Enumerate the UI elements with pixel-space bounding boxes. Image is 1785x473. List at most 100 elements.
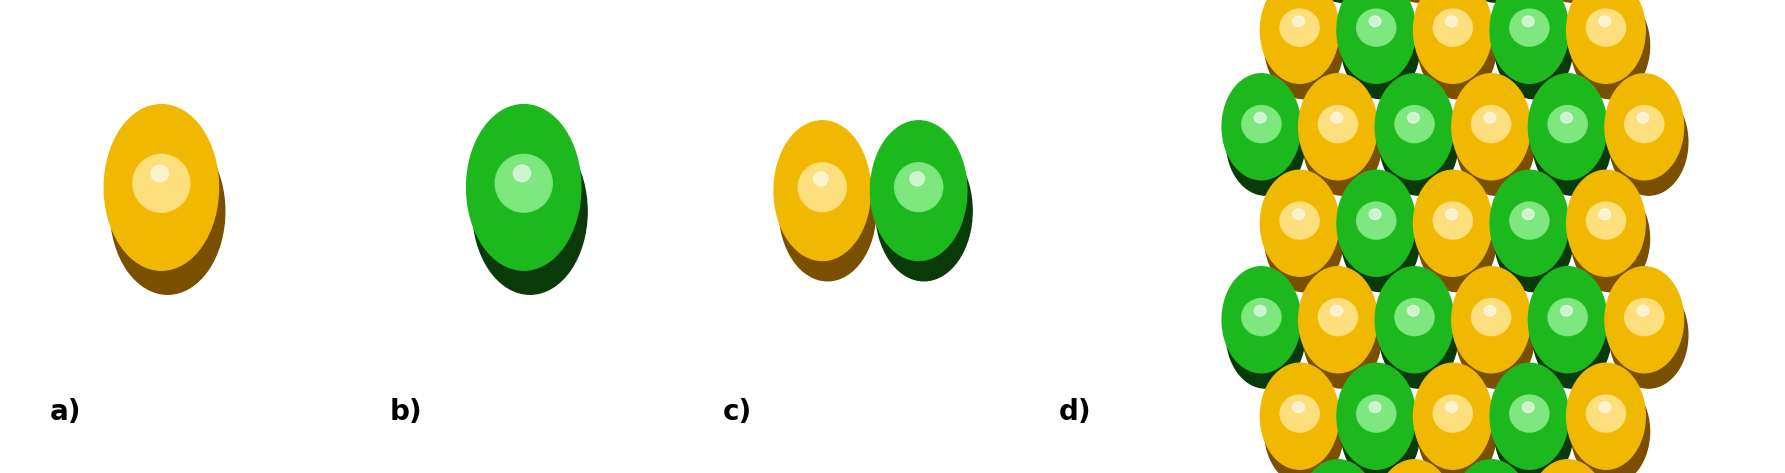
Ellipse shape xyxy=(776,126,868,257)
Ellipse shape xyxy=(1299,74,1378,180)
Ellipse shape xyxy=(1444,213,1460,228)
Ellipse shape xyxy=(1519,411,1542,441)
Ellipse shape xyxy=(1294,30,1308,52)
Ellipse shape xyxy=(1462,284,1521,362)
Ellipse shape xyxy=(1451,74,1530,180)
Ellipse shape xyxy=(1594,215,1619,249)
Ellipse shape xyxy=(1587,395,1626,432)
Ellipse shape xyxy=(1323,307,1355,349)
Ellipse shape xyxy=(1578,382,1635,458)
Ellipse shape xyxy=(1598,406,1614,421)
Ellipse shape xyxy=(1274,1,1326,69)
Ellipse shape xyxy=(1414,328,1419,336)
Ellipse shape xyxy=(1412,325,1421,338)
Ellipse shape xyxy=(1601,225,1615,244)
Ellipse shape xyxy=(1640,130,1653,146)
Ellipse shape xyxy=(1237,292,1287,358)
Ellipse shape xyxy=(1458,277,1524,367)
Ellipse shape xyxy=(1440,210,1464,232)
Ellipse shape xyxy=(1474,304,1510,350)
Ellipse shape xyxy=(1615,283,1674,363)
Ellipse shape xyxy=(1266,0,1333,78)
Ellipse shape xyxy=(1510,395,1551,450)
Ellipse shape xyxy=(1242,298,1282,336)
Ellipse shape xyxy=(1603,410,1610,417)
Ellipse shape xyxy=(1346,378,1407,461)
Ellipse shape xyxy=(1515,211,1546,252)
Ellipse shape xyxy=(1378,272,1451,369)
Ellipse shape xyxy=(1571,0,1640,79)
Ellipse shape xyxy=(1257,321,1271,340)
Ellipse shape xyxy=(1282,398,1319,448)
Ellipse shape xyxy=(1376,462,1453,473)
Ellipse shape xyxy=(1594,17,1617,39)
Ellipse shape xyxy=(1444,19,1462,36)
Ellipse shape xyxy=(150,183,177,223)
Ellipse shape xyxy=(1453,41,1457,45)
Ellipse shape xyxy=(1242,300,1282,353)
Ellipse shape xyxy=(1280,394,1321,451)
Ellipse shape xyxy=(1373,228,1383,241)
Ellipse shape xyxy=(1374,424,1382,433)
Ellipse shape xyxy=(1348,379,1407,460)
Ellipse shape xyxy=(1544,290,1594,359)
Ellipse shape xyxy=(120,131,203,254)
Ellipse shape xyxy=(480,127,569,256)
Ellipse shape xyxy=(1374,460,1453,473)
Ellipse shape xyxy=(1496,372,1564,464)
Ellipse shape xyxy=(141,166,186,233)
Ellipse shape xyxy=(1248,114,1278,156)
Ellipse shape xyxy=(1292,27,1310,53)
Ellipse shape xyxy=(1585,394,1628,451)
Ellipse shape xyxy=(1407,309,1423,325)
Ellipse shape xyxy=(1328,122,1351,151)
Ellipse shape xyxy=(1267,374,1333,463)
Ellipse shape xyxy=(901,169,937,205)
Ellipse shape xyxy=(1376,427,1380,431)
Ellipse shape xyxy=(1367,211,1387,230)
Ellipse shape xyxy=(1508,198,1553,260)
Ellipse shape xyxy=(1360,399,1392,429)
Ellipse shape xyxy=(1644,123,1646,125)
Ellipse shape xyxy=(821,186,823,188)
Ellipse shape xyxy=(1251,308,1271,326)
Ellipse shape xyxy=(159,198,170,214)
Ellipse shape xyxy=(1630,112,1662,157)
Ellipse shape xyxy=(1324,111,1351,137)
Ellipse shape xyxy=(1460,280,1523,365)
Ellipse shape xyxy=(1567,135,1573,143)
Ellipse shape xyxy=(1280,8,1321,65)
Ellipse shape xyxy=(1266,180,1333,271)
Ellipse shape xyxy=(1635,309,1653,325)
Ellipse shape xyxy=(1398,303,1433,351)
Ellipse shape xyxy=(1333,131,1346,146)
Ellipse shape xyxy=(901,170,935,204)
Ellipse shape xyxy=(800,165,844,209)
Ellipse shape xyxy=(907,184,934,223)
Ellipse shape xyxy=(1301,78,1374,177)
Ellipse shape xyxy=(1369,402,1382,412)
Ellipse shape xyxy=(1296,227,1307,242)
Ellipse shape xyxy=(1567,0,1646,83)
Ellipse shape xyxy=(1573,372,1640,464)
Ellipse shape xyxy=(1494,175,1565,273)
Ellipse shape xyxy=(1332,127,1348,148)
Ellipse shape xyxy=(1421,374,1487,463)
Ellipse shape xyxy=(1244,110,1280,158)
Ellipse shape xyxy=(1407,116,1423,132)
Ellipse shape xyxy=(1403,307,1426,327)
Ellipse shape xyxy=(1449,420,1460,435)
Ellipse shape xyxy=(1335,325,1344,338)
Ellipse shape xyxy=(137,158,186,208)
Ellipse shape xyxy=(1451,230,1458,240)
Ellipse shape xyxy=(1583,391,1630,453)
Ellipse shape xyxy=(1555,304,1582,330)
Ellipse shape xyxy=(1332,318,1348,342)
Ellipse shape xyxy=(1549,300,1585,334)
Ellipse shape xyxy=(907,175,930,200)
Ellipse shape xyxy=(1440,17,1464,39)
Ellipse shape xyxy=(1458,470,1524,473)
Ellipse shape xyxy=(475,119,573,262)
Ellipse shape xyxy=(1521,413,1540,439)
Ellipse shape xyxy=(145,166,178,201)
